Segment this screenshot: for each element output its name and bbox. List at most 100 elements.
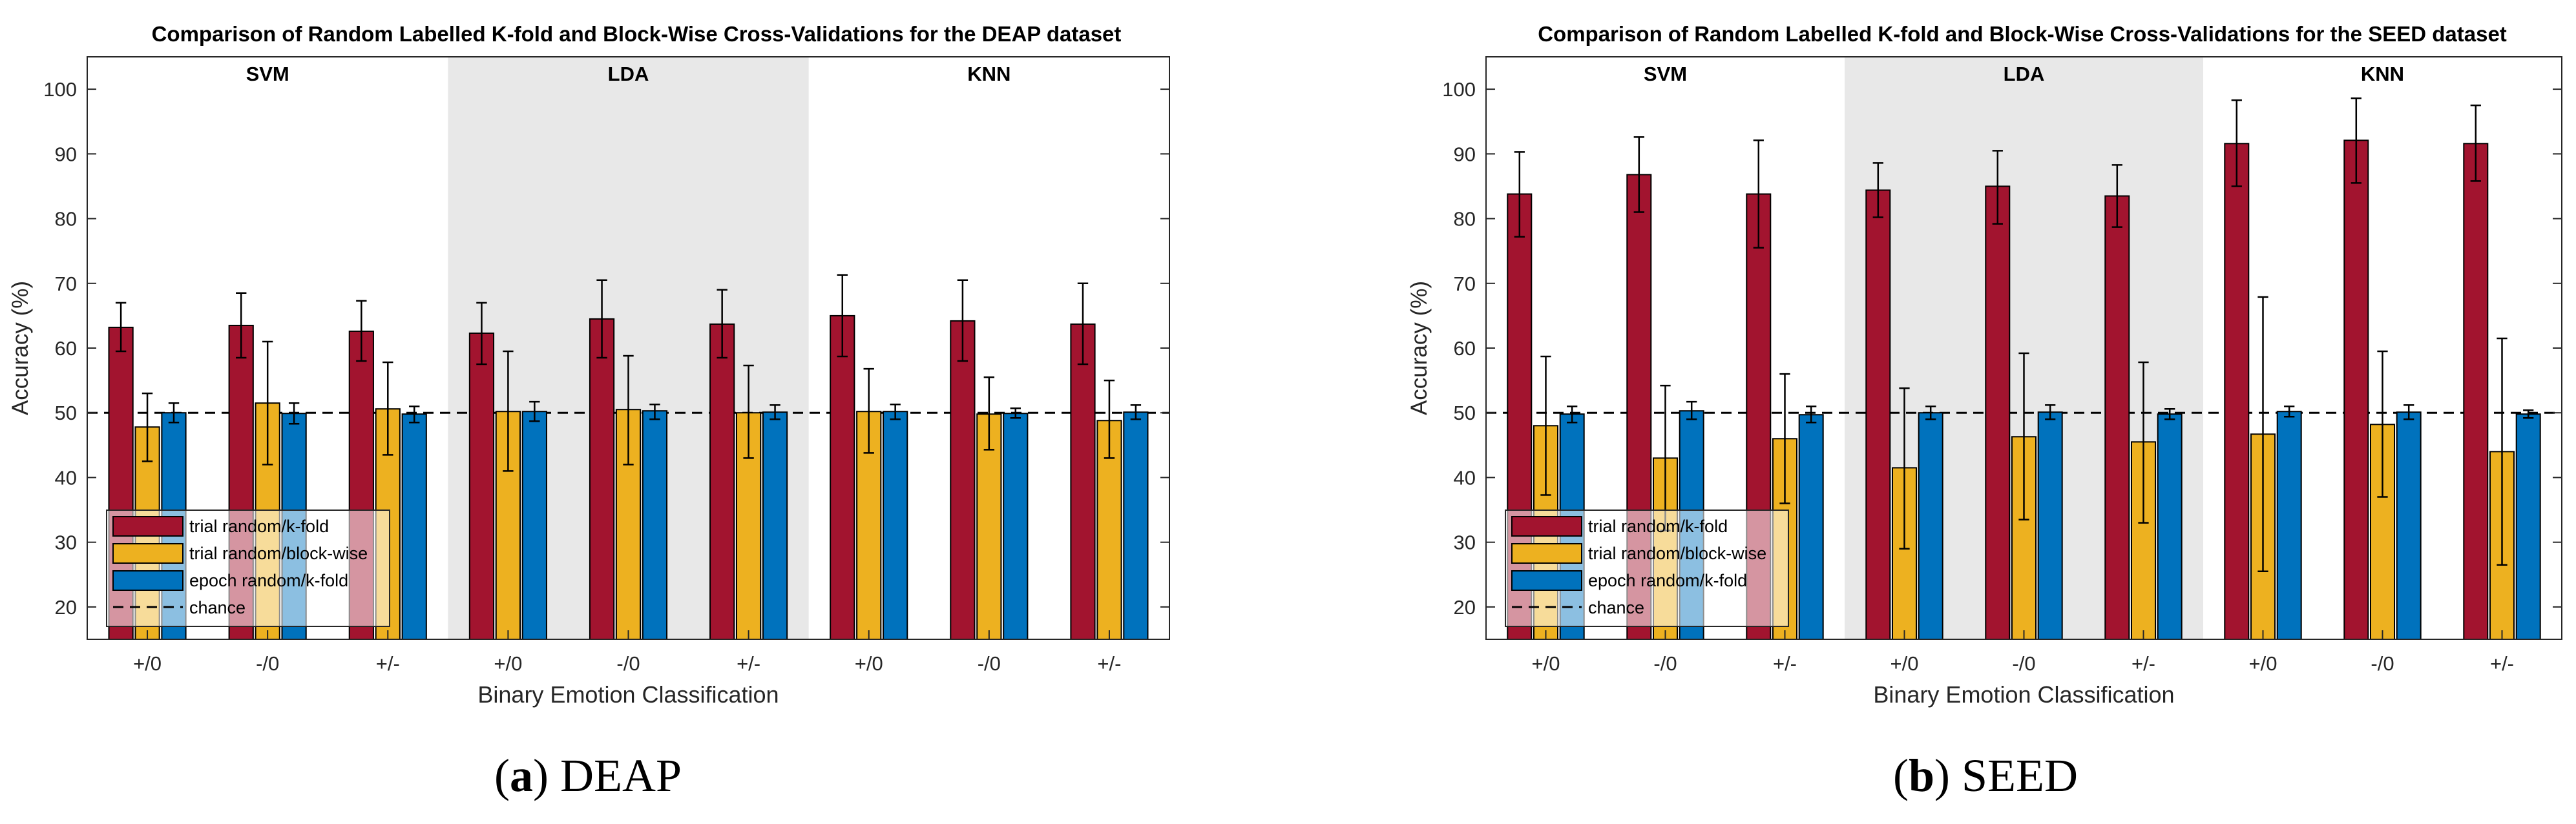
error-bar [1010,407,1021,419]
bar [2343,139,2369,640]
error-bar [1753,139,1764,249]
bar [589,318,615,640]
bar [1003,413,1029,640]
x-axis-label: Binary Emotion Classification [1873,681,2174,708]
bar [830,314,855,640]
x-tick-label: +/- [376,652,400,675]
bar [976,413,1002,641]
x-tick-label: -/0 [978,652,1001,675]
error-bar [1130,404,1142,420]
error-bar [1540,355,1551,496]
error-bar [503,350,514,472]
bar [1798,414,1824,640]
error-bar [2164,407,2175,420]
y-axis-label: Accuracy (%) [8,281,33,415]
y-axis-label: Accuracy (%) [1407,281,1432,415]
bar [883,411,908,640]
legend-label: chance [189,598,246,617]
error-bar [2018,352,2029,520]
group-label: LDA [608,63,649,85]
chart-panel-0: 20 30 40 50 60 70 80 90 100 +/0 -/0 +/- +/0 -/0 +/- +/0… [8,22,1170,708]
error-bar [168,402,180,424]
bar [2515,413,2541,641]
y-tick-label: 40 [55,466,77,489]
chart-title: Comparison of Random Labelled K-fold and… [1538,22,2507,46]
legend-swatch [112,570,183,591]
y-tick-label: 60 [55,337,77,360]
bar [401,413,427,641]
group-label: KNN [2361,63,2404,85]
error-bar [1514,151,1525,238]
bar [1123,411,1149,640]
legend-swatch [1511,570,1582,591]
error-bar [2231,99,2242,187]
bar [950,320,976,640]
legend-label: trial random/k-fold [189,517,329,536]
bar [468,332,495,641]
error-bar [1992,150,2003,225]
error-bar [236,292,247,359]
error-bar [262,340,273,466]
bar [2224,143,2250,640]
group-label: SVM [246,63,289,85]
legend: trial random/k-fold trial random/block-wi… [106,510,390,627]
caption-b-letter: b [1908,750,1935,801]
error-bar [717,289,728,359]
y-tick-label: 60 [1454,337,1476,360]
legend-label: trial random/block-wise [1588,544,1766,563]
x-tick-label: -/0 [256,652,279,675]
caption-a-text: DEAP [548,750,682,801]
bar [2276,411,2302,640]
error-bar [1077,282,1089,366]
error-bar [2403,404,2414,420]
error-bar [1686,400,1697,420]
caption-a-suffix: ) [532,750,549,801]
bar [2104,195,2130,640]
error-bar [1633,136,1644,213]
y-tick-label: 20 [55,596,77,619]
legend-swatch [1511,543,1582,564]
y-tick-label: 70 [55,273,77,295]
group-label: LDA [2004,63,2045,85]
error-bar [2377,350,2388,498]
legend: trial random/k-fold trial random/block-wi… [1505,510,1789,627]
group-label: SVM [1644,63,1687,85]
error-bar [1104,379,1115,459]
y-tick-label: 80 [1454,208,1476,231]
caption-a: (a) DEAP [494,749,682,803]
y-tick-label: 100 [1442,78,1476,101]
bar [1865,189,1891,640]
x-tick-label: -/0 [2012,652,2035,675]
legend-label: epoch random/k-fold [1588,571,1747,590]
error-bar [957,279,969,362]
x-tick-label: +/- [2490,652,2514,675]
error-bar [476,302,487,366]
error-bar [1899,387,1910,550]
error-bar [288,402,300,425]
legend-label: trial random/block-wise [189,544,368,563]
x-tick-label: +/0 [2249,652,2278,675]
error-bar [863,367,874,454]
error-bar [409,405,420,424]
y-tick-label: 80 [55,208,77,231]
x-tick-label: +/0 [494,652,522,675]
legend-label: epoch random/k-fold [189,571,348,590]
error-bar [2284,405,2295,418]
error-bar [115,302,127,353]
x-tick-label: +/0 [1890,652,1919,675]
bar [709,323,735,640]
x-tick-label: -/0 [616,652,640,675]
caption-b: (b) SEED [1893,749,2078,803]
error-bar [2523,409,2534,419]
y-tick-label: 50 [55,402,77,424]
bar [2463,143,2489,640]
legend-label: trial random/k-fold [1588,517,1728,536]
legend-swatch [112,516,183,537]
error-bar [743,364,754,459]
x-tick-label: +/- [737,652,760,675]
error-bar [2351,97,2361,184]
x-tick-label: +/- [1097,652,1121,675]
error-bar [2470,104,2481,182]
error-bar [983,376,995,451]
